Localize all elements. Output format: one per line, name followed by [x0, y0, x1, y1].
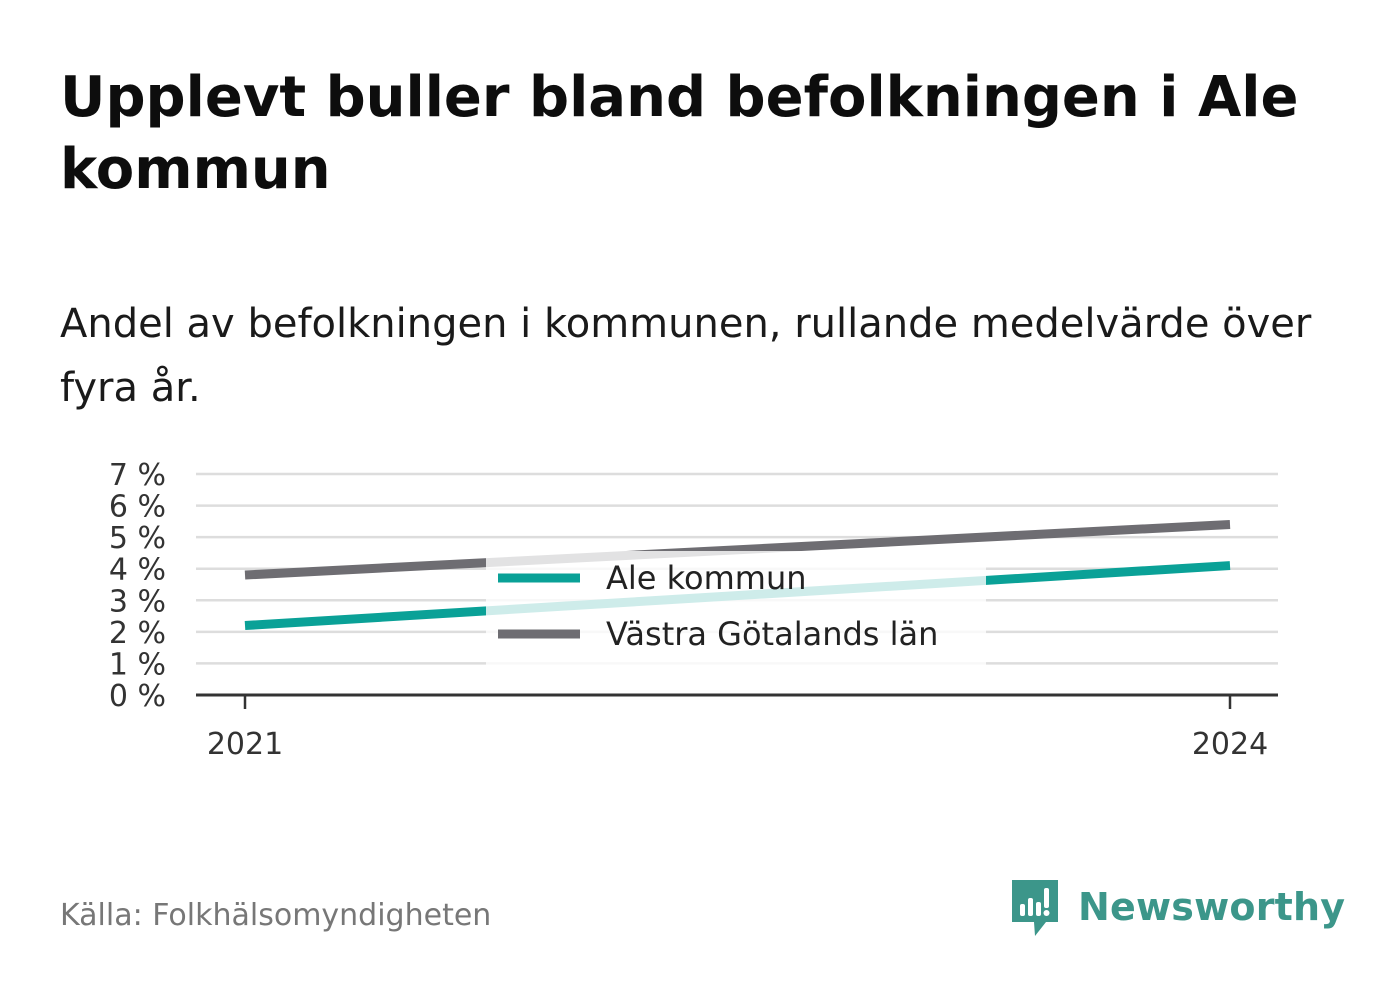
brand-logo: Newsworthy — [1010, 876, 1345, 938]
newsworthy-logo-icon — [1012, 880, 1058, 936]
legend-label-1: Västra Götalands län — [606, 615, 938, 653]
source-text: Källa: Folkhälsomyndigheten — [60, 898, 492, 933]
y-axis-ticks: 0 %1 %2 %3 %4 %5 %6 %7 % — [109, 458, 166, 714]
y-tick-label: 1 % — [109, 647, 166, 682]
y-tick-label: 7 % — [109, 458, 166, 493]
series-line-1 — [244, 520, 1231, 580]
y-tick-label: 4 % — [109, 553, 166, 588]
legend: Ale kommun Västra Götalands län — [486, 551, 986, 665]
chart-title: Upplevt buller bland befolkningen i Ale … — [60, 65, 1299, 202]
y-tick-label: 2 % — [109, 616, 166, 651]
x-tick-label: 2021 — [207, 727, 283, 762]
y-tick-label: 5 % — [109, 521, 166, 556]
legend-background — [486, 551, 986, 665]
y-tick-label: 3 % — [109, 584, 166, 619]
x-tick-label: 2024 — [1192, 727, 1268, 762]
legend-label-0: Ale kommun — [606, 559, 807, 597]
x-axis: 2021 2024 — [196, 693, 1278, 762]
line-chart: 0 %1 %2 %3 %4 %5 %6 %7 % 2021 2024 Ale ko… — [109, 458, 1278, 762]
chart-subtitle: Andel av befolkningen i kommunen, rullan… — [60, 301, 1312, 411]
y-tick-label: 6 % — [109, 490, 166, 525]
brand-name: Newsworthy — [1078, 885, 1346, 929]
y-tick-label: 0 % — [109, 679, 166, 714]
